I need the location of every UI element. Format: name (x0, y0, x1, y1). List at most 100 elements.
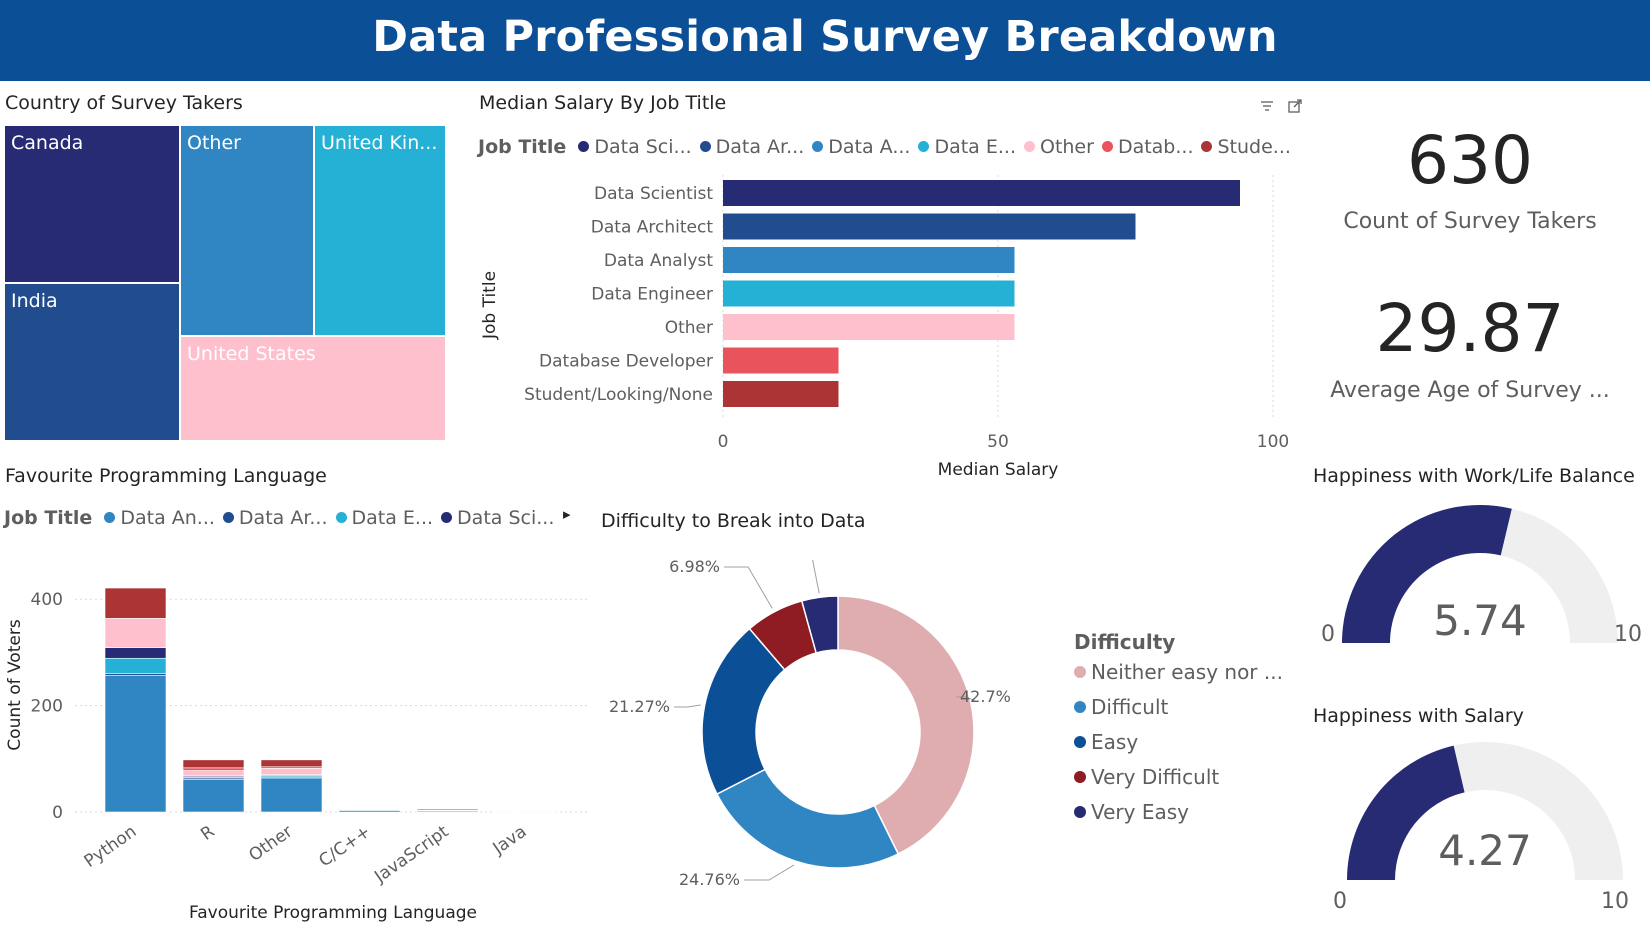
bar-segment (260, 777, 323, 813)
salary-legend: Job Title Data Sci... Data Ar... Data A...… (478, 136, 1299, 158)
legend-item[interactable]: Neither easy nor ... (1074, 660, 1283, 684)
donut-leader-line (956, 696, 975, 701)
y-tick-label: 400 (31, 590, 63, 610)
bar-segment (104, 618, 167, 648)
y-tick-label: Data Engineer (591, 285, 713, 305)
legend-title: Job Title (478, 136, 567, 158)
legend-label: Easy (1091, 730, 1139, 754)
salary-gauge: 4.27 0 10 (1333, 742, 1629, 914)
donut-leader-line (744, 864, 795, 881)
bar-segment (260, 759, 323, 768)
donut-slice (800, 595, 839, 654)
legend-dot-icon (578, 141, 590, 152)
legend-item[interactable]: Very Difficult (1074, 765, 1283, 789)
salary-gauge-title: Happiness with Salary (1313, 705, 1524, 727)
bar-segment (104, 657, 167, 674)
difficulty-legend: Difficulty Neither easy nor ... Difficult… (1074, 630, 1283, 835)
focus-mode-icon[interactable] (1286, 98, 1304, 114)
salary-bar-chart: 0 50 100 Data Scientist Data Architect Data A… (480, 175, 1289, 480)
x-axis-label: Favourite Programming Language (189, 903, 477, 923)
y-tick-label: Data Scientist (594, 184, 713, 204)
y-tick-label: Database Developer (539, 352, 713, 372)
dashboard-title: Data Professional Survey Breakdown (372, 12, 1278, 62)
language-chart-title: Favourite Programming Language (5, 465, 327, 487)
treemap-tile-label: Other (187, 132, 241, 154)
bar-segment (182, 779, 245, 813)
count-card-label: Count of Survey Takers (1343, 209, 1597, 234)
bar-segment (260, 768, 323, 776)
donut-leader-line (674, 704, 701, 708)
legend-item[interactable]: Data Sci... (441, 507, 554, 529)
treemap-tile-label: India (11, 290, 58, 312)
legend-item[interactable]: Data A... (812, 136, 910, 158)
legend-item[interactable]: Difficult (1074, 695, 1283, 719)
legend-item[interactable]: Easy (1074, 730, 1283, 754)
legend-next-arrow-icon[interactable]: ▸ (563, 505, 571, 523)
age-card-value: 29.87 (1375, 290, 1565, 367)
legend-label: Data Ar... (715, 136, 805, 158)
bar-segment (104, 647, 167, 659)
gauge-min-label: 0 (1321, 622, 1335, 647)
bar-segment (416, 808, 479, 811)
gauge-max-label: 10 (1601, 889, 1629, 914)
legend-item[interactable]: Data An... (104, 507, 215, 529)
age-card-label: Average Age of Survey ... (1330, 378, 1610, 403)
treemap-tile-canada[interactable]: Canada (4, 125, 180, 283)
filter-icon[interactable] (1258, 98, 1276, 114)
legend-label: Data E... (934, 136, 1016, 158)
donut-data-label: 42.7% (960, 687, 1011, 706)
legend-dot-icon (1201, 141, 1213, 152)
x-tick-label: Other (245, 822, 296, 866)
bar (723, 213, 1136, 240)
bar (723, 247, 1015, 273)
legend-label: Very Easy (1091, 800, 1189, 824)
difficulty-chart-title: Difficulty to Break into Data (601, 510, 866, 532)
y-tick-label: 200 (31, 697, 63, 717)
bar (723, 280, 1015, 307)
legend-item[interactable]: Data E... (918, 136, 1016, 158)
x-tick-label: R (197, 822, 218, 845)
y-tick-label: 0 (52, 803, 63, 823)
bar-segment (182, 767, 245, 771)
bar (723, 347, 839, 374)
gauge-value: 4.27 (1438, 826, 1532, 875)
treemap-tile-india[interactable]: India (4, 283, 180, 441)
treemap-tile-label: United Kin... (321, 132, 438, 154)
legend-item[interactable]: Data E... (335, 507, 433, 529)
y-tick-label: Data Architect (591, 218, 714, 238)
bar-segment (104, 587, 167, 619)
bar-segment (338, 809, 401, 811)
y-axis-label: Count of Voters (5, 619, 25, 751)
worklife-gauge-title: Happiness with Work/Life Balance (1313, 465, 1635, 487)
y-tick-label: Other (665, 318, 713, 338)
treemap-tile-other[interactable]: Other (180, 125, 314, 336)
legend-item[interactable]: Datab... (1101, 136, 1193, 158)
gauge-value: 5.74 (1433, 596, 1527, 645)
legend-title: Job Title (4, 507, 93, 529)
legend-dot-icon (1101, 141, 1113, 152)
treemap-tile-united-kingdom[interactable]: United Kin... (314, 125, 446, 336)
legend-dot-icon (1074, 666, 1086, 678)
x-axis-label: Median Salary (938, 460, 1059, 480)
legend-title: Difficulty (1074, 630, 1176, 654)
donut-data-label: 6.98% (669, 560, 720, 576)
x-tick-label: 100 (1257, 432, 1289, 452)
donut-data-label: 21.27% (609, 697, 670, 716)
legend-dot-icon (441, 512, 453, 523)
legend-item[interactable]: Data Ar... (222, 507, 328, 529)
y-tick-label: Data Analyst (604, 251, 713, 271)
legend-item[interactable]: Data Sci... (578, 136, 692, 158)
legend-item[interactable]: Other (1023, 136, 1094, 158)
legend-dot-icon (918, 141, 930, 152)
legend-item[interactable]: Data Ar... (699, 136, 805, 158)
treemap-tile-united-states[interactable]: United States (180, 336, 446, 441)
donut-leader-line (812, 560, 820, 594)
treemap-tile-label: United States (187, 343, 316, 365)
legend-item[interactable]: Very Easy (1074, 800, 1283, 824)
salary-chart-title: Median Salary By Job Title (479, 92, 727, 114)
gauge-fill (1342, 505, 1512, 643)
legend-item[interactable]: Stude... (1201, 136, 1291, 158)
legend-label: Data A... (828, 136, 911, 158)
legend-dot-icon (104, 512, 116, 523)
treemap-tile-label: Canada (11, 132, 84, 154)
